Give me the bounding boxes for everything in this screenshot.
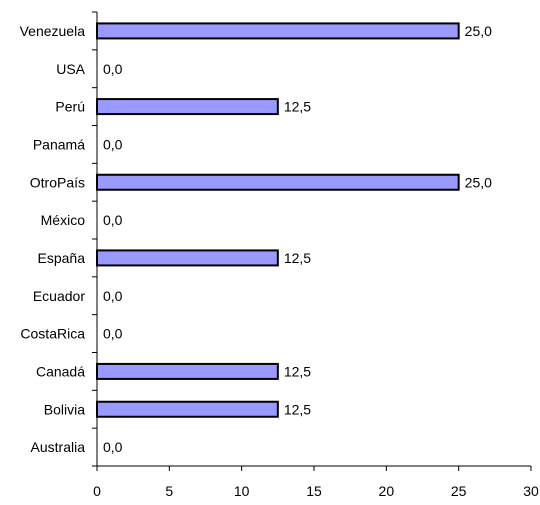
category-label-otropais: OtroPaís (30, 174, 85, 190)
x-tick-label-0: 0 (93, 483, 101, 499)
data-label-espana: 12,5 (284, 250, 311, 266)
x-tick-label-30: 30 (523, 483, 539, 499)
x-tick-label-20: 20 (379, 483, 395, 499)
data-label-costarica: 0,0 (103, 326, 123, 342)
category-label-australia: Australia (31, 439, 86, 455)
category-label-mexico: México (41, 212, 86, 228)
data-label-ecuador: 0,0 (103, 288, 123, 304)
axes-group (92, 11, 532, 471)
bar-venezuela (96, 22, 460, 40)
x-tick-label-25: 25 (451, 483, 467, 499)
bar-bolivia (96, 400, 279, 418)
bars-group (96, 22, 460, 418)
x-tick-label-15: 15 (306, 483, 322, 499)
data-label-venezuela: 25,0 (465, 23, 492, 39)
category-label-espana: España (38, 250, 86, 266)
category-label-venezuela: Venezuela (20, 23, 86, 39)
category-label-peru: Perú (55, 99, 85, 115)
data-label-usa: 0,0 (103, 61, 123, 77)
category-label-costarica: CostaRica (20, 326, 85, 342)
data-label-mexico: 0,0 (103, 212, 123, 228)
category-label-usa: USA (56, 61, 85, 77)
data-label-panama: 0,0 (103, 136, 123, 152)
data-label-peru: 12,5 (284, 99, 311, 115)
bar-canada (96, 362, 279, 380)
category-label-canada: Canadá (36, 363, 85, 379)
data-label-otropais: 25,0 (465, 174, 492, 190)
category-label-ecuador: Ecuador (33, 288, 85, 304)
data-label-bolivia: 12,5 (284, 401, 311, 417)
data-label-australia: 0,0 (103, 439, 123, 455)
bar-otropais (96, 173, 460, 191)
data-label-canada: 12,5 (284, 363, 311, 379)
x-tick-label-10: 10 (234, 483, 250, 499)
category-label-panama: Panamá (33, 136, 85, 152)
category-label-bolivia: Bolivia (44, 401, 85, 417)
labels-group: Venezuela 25,0 USA 0,0 Perú 12,5 Panamá 0,0 Otro… (20, 23, 539, 499)
bar-espana (96, 249, 279, 267)
x-tick-label-5: 5 (165, 483, 173, 499)
bar-peru (96, 98, 279, 116)
